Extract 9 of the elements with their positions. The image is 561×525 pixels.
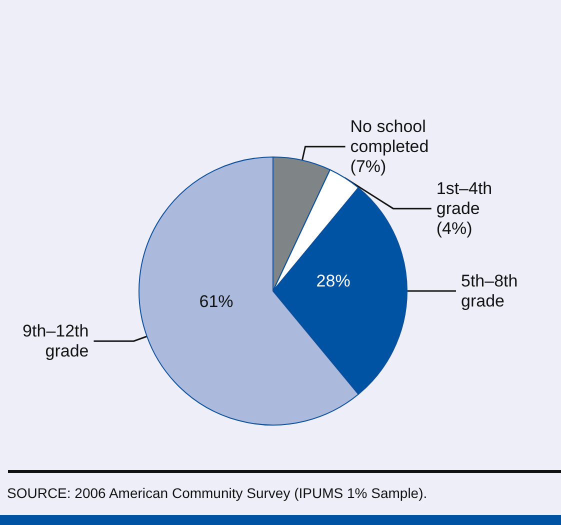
slice-label: 5th–8th grade xyxy=(461,272,518,310)
slice-label: No school completed xyxy=(350,117,429,156)
source-note: SOURCE: 2006 American Community Survey (IPUMS 1% Sample). xyxy=(7,485,428,501)
data-label: 28% xyxy=(316,272,350,290)
data-label: (4%) xyxy=(436,219,472,238)
slice-label: 1st–4th grade xyxy=(436,179,492,218)
data-label: 61% xyxy=(199,292,234,311)
data-label: (7%) xyxy=(350,157,386,176)
slice-label: 9th–12th grade xyxy=(22,322,89,361)
